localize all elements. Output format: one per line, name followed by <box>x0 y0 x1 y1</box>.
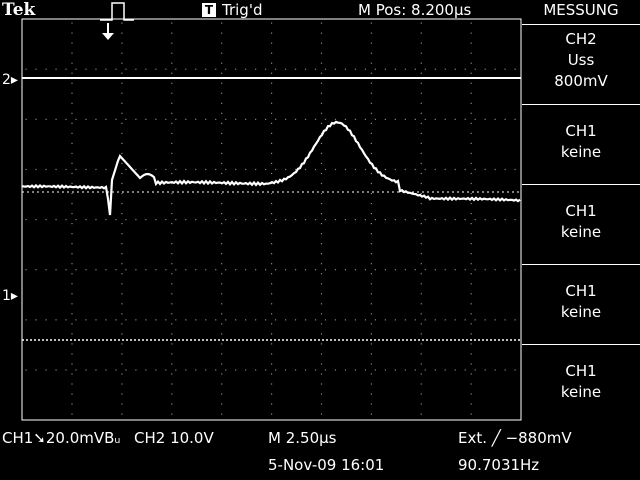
ch1-trace <box>21 120 521 216</box>
measure-type: keine <box>560 303 602 321</box>
measure-slot-3[interactable]: CH1 keine <box>522 184 640 264</box>
measure-source: CH1 <box>565 202 597 220</box>
trigger-status-label: Trig'd <box>222 1 263 19</box>
measure-slot-2[interactable]: CH1 keine <box>522 104 640 184</box>
trigger-position-arrow-icon <box>102 23 114 40</box>
measure-source: CH1 <box>565 282 597 300</box>
measure-type: Uss <box>567 51 595 69</box>
graticule-frame <box>21 18 522 421</box>
pulse-trigger-icon <box>100 2 134 21</box>
ch1-scale: CH1➘20.0mVBᵤ <box>2 429 121 447</box>
menu-title: MESSUNG <box>543 1 619 19</box>
graticule-grid <box>25 22 516 415</box>
trigger-status-icon: T <box>202 3 216 17</box>
measure-type: keine <box>560 383 602 401</box>
timebase: M 2.50µs <box>268 429 337 447</box>
measure-slot-5[interactable]: CH1 keine <box>522 344 640 420</box>
measure-source: CH1 <box>565 362 597 380</box>
trigger-setting: Ext. ╱ −880mV <box>458 429 572 447</box>
ch2-scale: CH2 10.0V <box>134 429 214 447</box>
ch1-ground-marker: 1▸ <box>2 288 18 304</box>
measure-slot-1[interactable]: CH2 Uss 800mV <box>522 24 640 104</box>
measure-value: 800mV <box>554 72 608 90</box>
brand-logo: Tek <box>2 0 36 20</box>
ch2-ground-marker: 2▸ <box>2 72 18 88</box>
trigger-frequency: 90.7031Hz <box>458 456 540 474</box>
measure-source: CH1 <box>565 122 597 140</box>
measure-type: keine <box>560 143 602 161</box>
measure-type: keine <box>560 223 602 241</box>
date-time: 5-Nov-09 16:01 <box>268 456 385 474</box>
horizontal-position: M Pos: 8.200µs <box>358 1 472 19</box>
trigger-status: T Trig'd <box>202 1 262 19</box>
measure-source: CH2 <box>565 30 597 48</box>
measure-slot-4[interactable]: CH1 keine <box>522 264 640 344</box>
